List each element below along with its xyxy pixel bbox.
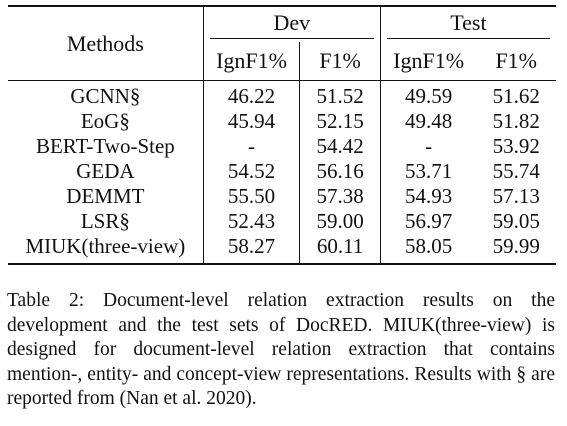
test-ignf1-cell: 49.48 <box>379 108 477 134</box>
dev-f1-header: F1% <box>299 42 381 80</box>
dev-ignf1-cell: 55.50 <box>202 183 300 209</box>
table-row: GCNN§ 46.22 51.52 49.59 51.62 <box>8 80 556 109</box>
table-caption: Table 2: Document-level relation extract… <box>7 289 555 412</box>
dev-f1-cell: 57.38 <box>299 183 381 209</box>
test-ignf1-cell: 54.93 <box>379 183 477 209</box>
test-f1-cell: 51.82 <box>492 108 540 133</box>
dev-f1-cell: 52.15 <box>299 108 381 134</box>
dev-f1-cell: 56.16 <box>299 158 381 184</box>
test-f1-cell: 59.99 <box>492 233 540 258</box>
dev-ignf1-cell: 46.22 <box>202 80 300 109</box>
test-f1-cell: 51.62 <box>492 83 540 108</box>
dev-ignf1-cell: 52.43 <box>202 208 300 234</box>
test-f1-header: F1% <box>495 48 537 74</box>
dev-ignf1-cell: - <box>202 133 300 159</box>
dev-ignf1-cell: 45.94 <box>202 108 300 134</box>
test-f1-cell: 57.13 <box>492 183 540 208</box>
dev-f1-cell: 59.00 <box>299 208 381 234</box>
table-row-best: MIUK(three-view) 58.27 60.11 58.05 59.99 <box>8 233 556 264</box>
method-cell: LSR§ <box>80 208 130 233</box>
caption-text: Document-level relation extraction resul… <box>7 290 556 409</box>
dev-ignf1-cell: 58.27 <box>202 233 300 264</box>
dev-ignf1-cell: 54.52 <box>202 158 300 184</box>
method-cell: BERT-Two-Step <box>35 133 175 158</box>
method-cell: DEMMT <box>66 183 145 208</box>
test-ignf1-cell: 58.05 <box>379 233 477 264</box>
dev-header: Dev <box>202 6 381 42</box>
method-cell: GCNN§ <box>70 83 141 108</box>
test-ignf1-header: IgnF1% <box>379 42 477 80</box>
table-row: EoG§ 45.94 52.15 49.48 51.82 <box>8 108 556 134</box>
table-header-row-1: Methods Dev Test <box>8 6 556 56</box>
dev-f1-cell: 51.52 <box>299 80 381 109</box>
dev-ignf1-header: IgnF1% <box>202 42 300 80</box>
results-table: Methods Dev Test IgnF1% F1% IgnF1% F1% G… <box>8 5 556 265</box>
test-header-label: Test <box>386 10 550 39</box>
dev-f1-cell: 54.42 <box>299 133 381 159</box>
test-ignf1-cell: 56.97 <box>379 208 477 234</box>
test-ignf1-cell: 53.71 <box>379 158 477 184</box>
table-row: GEDA 54.52 56.16 53.71 55.74 <box>8 158 556 184</box>
method-cell: EoG§ <box>80 108 130 133</box>
method-cell: GEDA <box>76 158 135 183</box>
test-f1-cell: 55.74 <box>492 158 540 183</box>
test-f1-cell: 53.92 <box>492 133 540 158</box>
dev-f1-cell: 60.11 <box>299 233 381 264</box>
dev-header-label: Dev <box>209 10 374 39</box>
caption-label: Table 2: <box>7 290 85 311</box>
test-f1-cell: 59.05 <box>492 208 540 233</box>
test-ignf1-cell: - <box>379 133 477 159</box>
method-cell: MIUK(three-view) <box>25 233 186 258</box>
results-table-container: Methods Dev Test IgnF1% F1% IgnF1% F1% G… <box>8 5 556 265</box>
table-row: DEMMT 55.50 57.38 54.93 57.13 <box>8 183 556 209</box>
table-row: LSR§ 52.43 59.00 56.97 59.05 <box>8 208 556 234</box>
table-header-row-2: IgnF1% F1% IgnF1% F1% <box>8 42 556 80</box>
table-row: BERT-Two-Step - 54.42 - 53.92 <box>8 133 556 159</box>
methods-header: Methods <box>66 30 144 56</box>
test-ignf1-cell: 49.59 <box>379 80 477 109</box>
test-header: Test <box>379 6 556 42</box>
